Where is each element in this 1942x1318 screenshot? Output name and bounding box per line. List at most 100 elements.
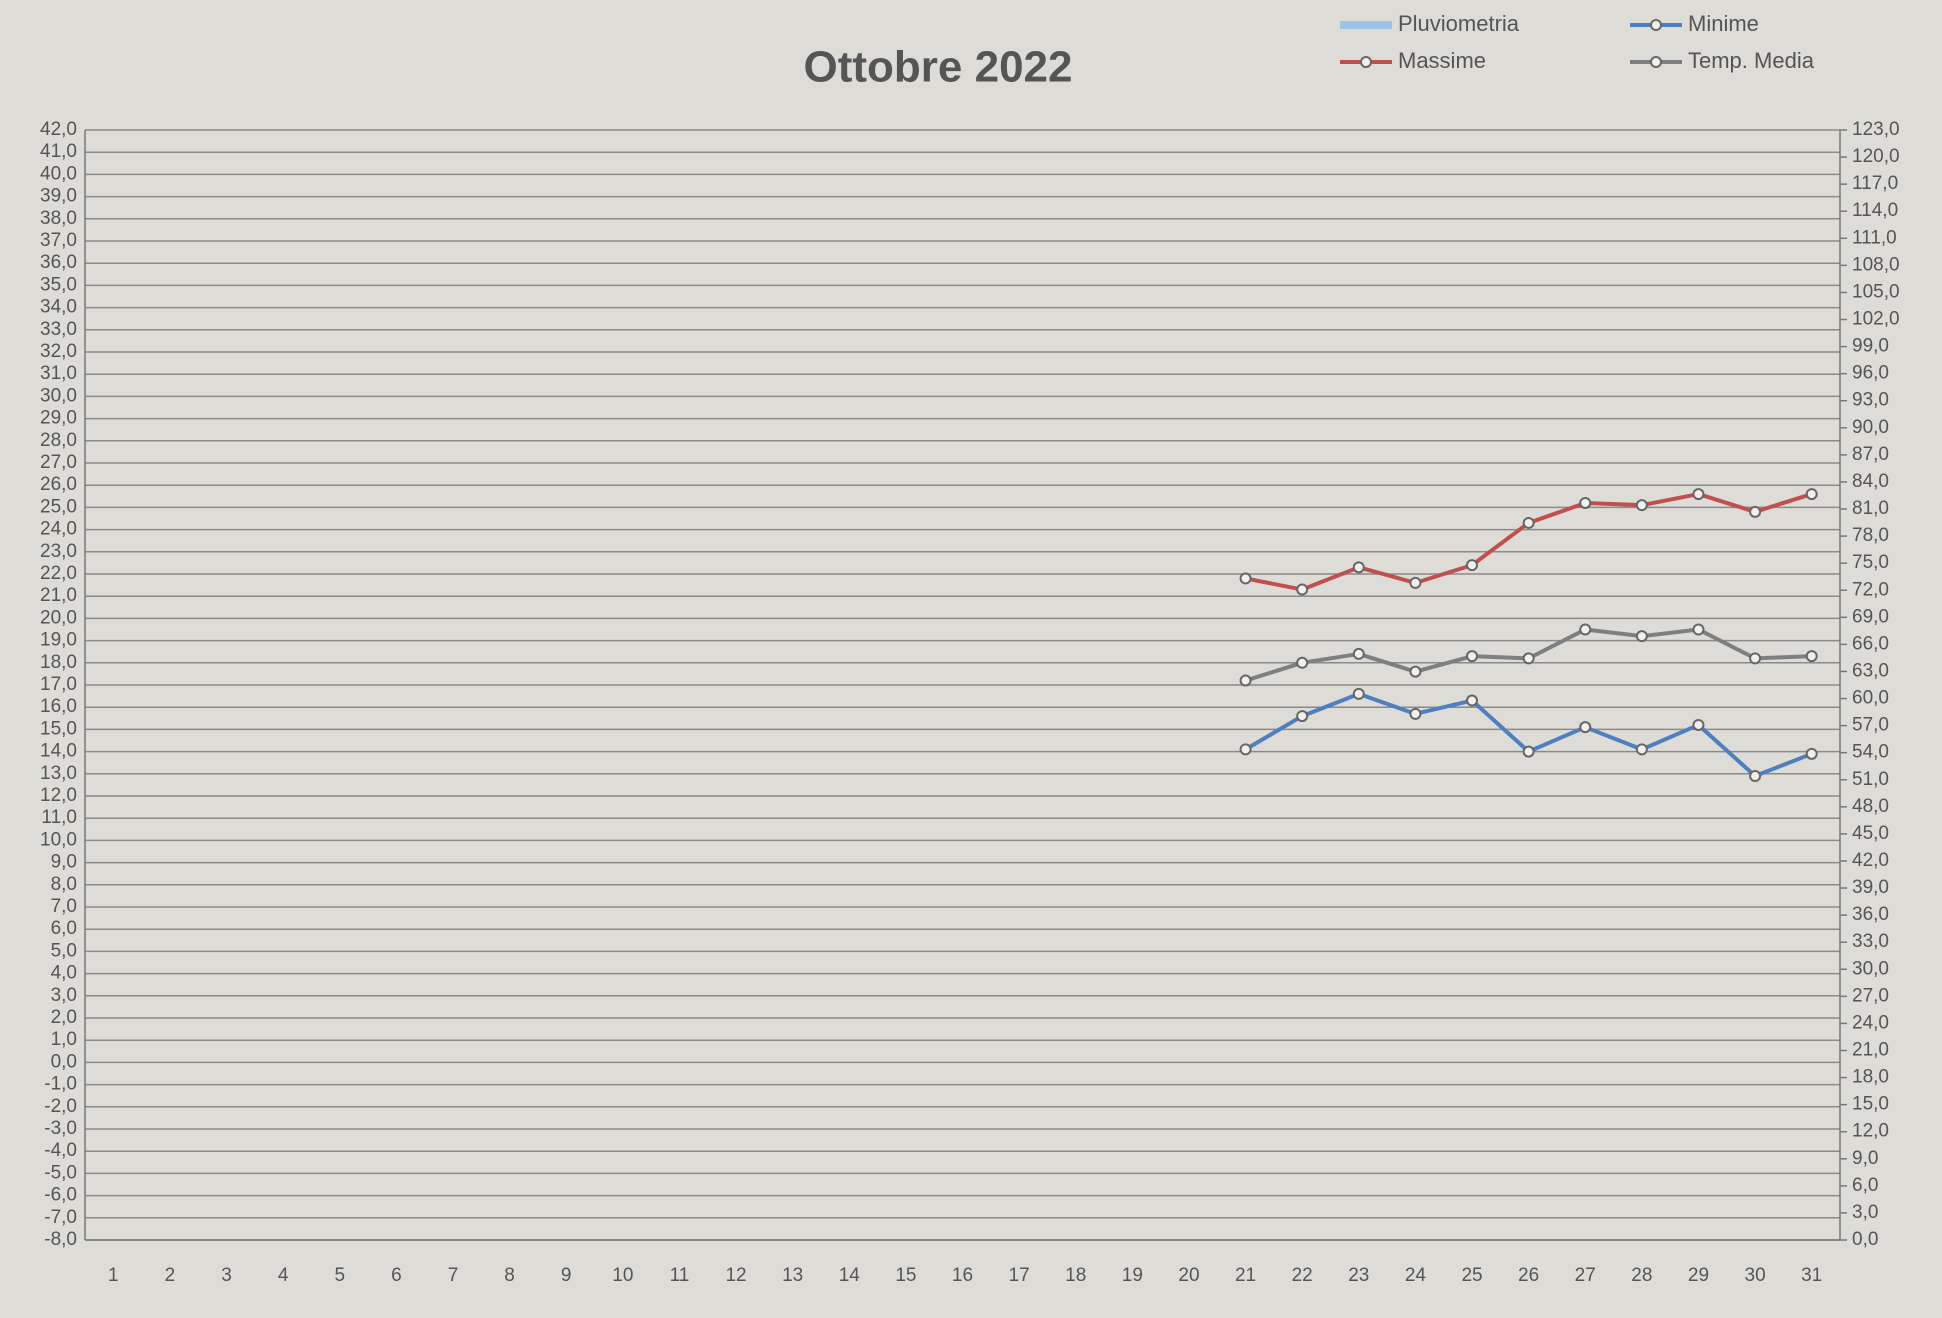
- y2-tick-label: 69,0: [1852, 606, 1889, 627]
- x-tick-label: 10: [612, 1265, 633, 1286]
- y2-tick-label: 105,0: [1852, 281, 1900, 302]
- y-tick-label: 8,0: [51, 874, 77, 895]
- point-marker: [1239, 743, 1252, 756]
- y2-tick-label: 24,0: [1852, 1012, 1889, 1033]
- point-marker: [1239, 674, 1252, 687]
- y2-tick-label: 120,0: [1852, 146, 1900, 167]
- y2-tick-label: 108,0: [1852, 254, 1900, 275]
- x-tick-label: 23: [1348, 1265, 1369, 1286]
- y-tick-label: 24,0: [40, 519, 77, 540]
- point-marker: [1522, 745, 1535, 758]
- series-line: [1244, 691, 1813, 779]
- legend-label: Pluviometria: [1398, 11, 1520, 36]
- y-tick-label: -8,0: [44, 1229, 77, 1250]
- y-tick-label: 41,0: [40, 141, 77, 162]
- y2-tick-label: 99,0: [1852, 336, 1889, 357]
- y2-tick-label: 102,0: [1852, 309, 1900, 330]
- legend-label: Minime: [1688, 11, 1759, 36]
- y-tick-label: 10,0: [40, 829, 77, 850]
- y-tick-label: 18,0: [40, 652, 77, 673]
- x-tick-label: 20: [1178, 1265, 1199, 1286]
- y2-tick-label: 117,0: [1852, 173, 1898, 194]
- y-tick-label: -7,0: [44, 1207, 77, 1228]
- y2-tick-label: 54,0: [1852, 742, 1889, 763]
- y2-tick-label: 21,0: [1852, 1040, 1889, 1061]
- y-tick-label: 26,0: [40, 474, 77, 495]
- x-tick-label: 11: [670, 1265, 690, 1286]
- point-marker: [1466, 559, 1479, 572]
- y-tick-label: 23,0: [40, 541, 77, 562]
- y-tick-label: 22,0: [40, 563, 77, 584]
- point-marker: [1466, 650, 1479, 663]
- x-tick-label: 5: [334, 1265, 345, 1286]
- point-marker: [1352, 647, 1365, 660]
- y-tick-label: 6,0: [51, 918, 77, 939]
- point-marker: [1635, 743, 1648, 756]
- series-line: [1245, 492, 1813, 592]
- x-tick-label: 25: [1461, 1265, 1482, 1286]
- x-tick-label: 29: [1688, 1265, 1709, 1286]
- y2-tick-label: 27,0: [1852, 985, 1889, 1006]
- x-tick-label: 7: [448, 1265, 459, 1286]
- y2-tick-label: 75,0: [1852, 552, 1889, 573]
- point-marker: [1749, 652, 1762, 665]
- point-marker: [1352, 687, 1365, 700]
- y2-tick-label: 93,0: [1852, 390, 1889, 411]
- y-tick-label: 27,0: [40, 452, 77, 473]
- y-tick-label: -1,0: [44, 1074, 77, 1095]
- y-tick-label: 21,0: [40, 585, 77, 606]
- x-tick-label: 4: [278, 1265, 289, 1286]
- y-tick-label: 5,0: [51, 940, 77, 961]
- x-tick-label: 1: [108, 1265, 119, 1286]
- x-tick-label: 22: [1292, 1265, 1313, 1286]
- point-marker: [1635, 630, 1648, 643]
- y-tick-label: 16,0: [40, 696, 77, 717]
- x-tick-label: 18: [1065, 1265, 1086, 1286]
- point-marker: [1692, 488, 1705, 501]
- y2-tick-label: 42,0: [1852, 850, 1889, 871]
- y2-tick-label: 87,0: [1852, 444, 1889, 465]
- y-tick-label: 12,0: [40, 785, 77, 806]
- x-tick-label: 3: [221, 1265, 232, 1286]
- point-marker: [1296, 656, 1309, 669]
- y-tick-label: 1,0: [51, 1029, 77, 1050]
- point-marker: [1749, 505, 1762, 518]
- point-marker: [1805, 747, 1818, 760]
- y2-tick-label: 72,0: [1852, 579, 1889, 600]
- y-tick-label: 31,0: [40, 363, 77, 384]
- y-tick-label: 28,0: [40, 430, 77, 451]
- point-marker: [1409, 576, 1422, 589]
- x-tick-label: 13: [782, 1265, 803, 1286]
- x-tick-label: 30: [1745, 1265, 1766, 1286]
- y2-tick-label: 3,0: [1852, 1202, 1878, 1223]
- x-tick-label: 14: [839, 1265, 861, 1286]
- legend-marker: [1650, 19, 1662, 31]
- y-tick-label: 13,0: [40, 763, 77, 784]
- x-tick-label: 6: [391, 1265, 402, 1286]
- y2-tick-label: 45,0: [1852, 823, 1889, 844]
- y2-tick-label: 90,0: [1852, 417, 1889, 438]
- point-marker: [1409, 665, 1422, 678]
- y2-tick-label: 84,0: [1852, 471, 1889, 492]
- y-tick-label: 33,0: [40, 319, 77, 340]
- y2-tick-label: 63,0: [1852, 660, 1889, 681]
- y-tick-label: 32,0: [40, 341, 77, 362]
- point-marker: [1296, 583, 1309, 596]
- y-tick-label: 25,0: [40, 496, 77, 517]
- point-marker: [1522, 652, 1535, 665]
- y2-tick-label: 48,0: [1852, 796, 1889, 817]
- x-tick-label: 12: [725, 1265, 746, 1286]
- y-tick-label: 20,0: [40, 607, 77, 628]
- legend-marker: [1360, 56, 1372, 68]
- point-marker: [1692, 718, 1705, 731]
- y2-tick-label: 111,0: [1852, 227, 1897, 248]
- y-tick-label: 2,0: [51, 1007, 77, 1028]
- point-marker: [1749, 770, 1762, 783]
- y2-tick-label: 6,0: [1852, 1175, 1878, 1196]
- y-tick-label: 36,0: [40, 252, 77, 273]
- y2-tick-label: 114,0: [1852, 200, 1898, 221]
- y-tick-label: 29,0: [40, 408, 77, 429]
- y2-tick-label: 30,0: [1852, 958, 1889, 979]
- point-marker: [1579, 721, 1592, 734]
- y2-tick-label: 15,0: [1852, 1094, 1889, 1115]
